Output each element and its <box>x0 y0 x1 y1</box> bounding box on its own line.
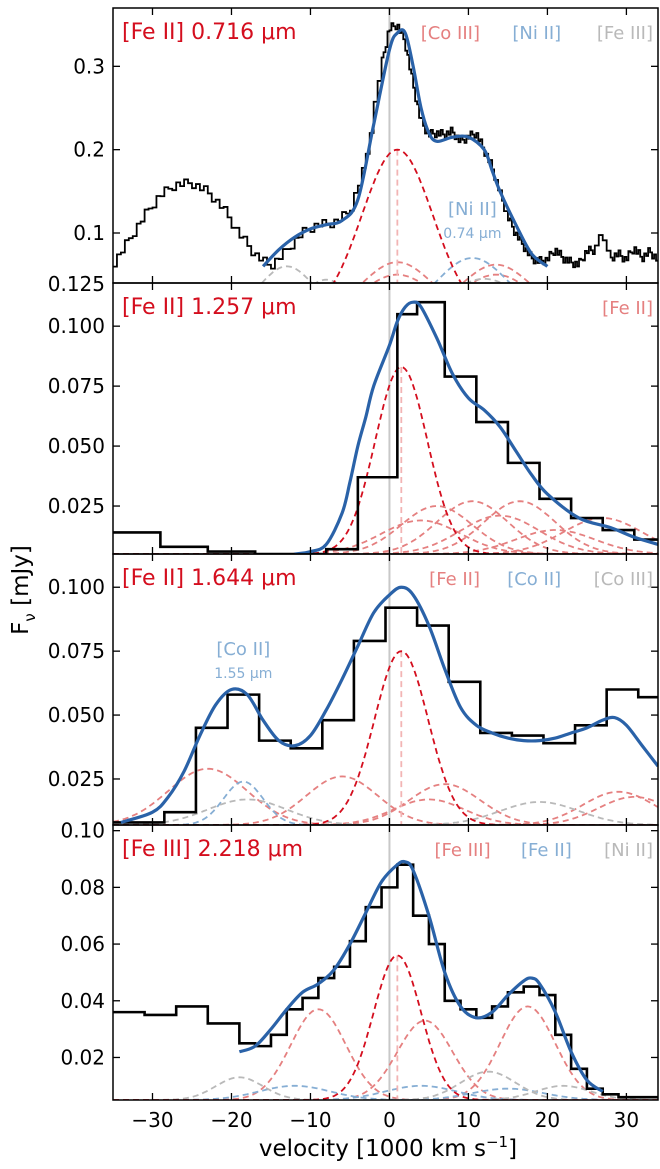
component-gaussian <box>113 500 658 554</box>
legend-entry: [Co II] <box>507 569 561 590</box>
line-annotation-wavelength: 0.74 μm <box>443 226 501 242</box>
legend-entry: [Fe II] <box>521 840 572 861</box>
panel-2-frame <box>112 282 659 555</box>
panel-4-plot <box>113 825 658 1100</box>
line-annotation: [Ni II] <box>448 199 497 220</box>
x-tick-label: 30 <box>614 1108 639 1132</box>
x-tick-label: −30 <box>131 1108 173 1132</box>
panel-title: [Fe III] 2.218 μm <box>122 837 303 862</box>
observed-spectrum <box>113 22 658 270</box>
y-tick-label: 0.10 <box>60 819 105 843</box>
panel-3-plot <box>113 554 658 825</box>
panel-title: [Fe II] 0.716 μm <box>122 20 297 45</box>
panel-title: [Fe II] 1.644 μm <box>122 566 297 591</box>
y-tick-label: 0.125 <box>48 272 105 296</box>
component-gaussian <box>113 780 658 825</box>
panel-2-plot <box>113 283 658 554</box>
main-line-gaussian <box>113 365 658 554</box>
component-gaussian <box>371 273 423 283</box>
y-tick-label: 0.02 <box>60 1045 105 1069</box>
legend-entry: [Fe II] <box>429 569 480 590</box>
y-tick-label: 0.050 <box>48 703 105 727</box>
component-gaussian <box>113 1076 658 1100</box>
y-tick-label: 0.06 <box>60 932 105 956</box>
x-tick-label: −20 <box>210 1108 252 1132</box>
component-gaussian <box>113 514 658 554</box>
legend-entry: [Fe III] <box>597 23 653 44</box>
component-gaussian <box>113 798 658 825</box>
main-line-gaussian <box>332 148 463 283</box>
main-line-gaussian <box>113 650 658 825</box>
legend-entry: [Ni II] <box>604 840 653 861</box>
x-axis-label: velocity [1000 km s−1] <box>259 1133 517 1162</box>
y-tick-label: 0.075 <box>48 374 105 398</box>
x-tick-label: 20 <box>535 1108 560 1132</box>
legend-entry: [Co III] <box>421 23 480 44</box>
y-tick-label: 0.100 <box>48 575 105 599</box>
component-gaussian <box>113 1084 658 1100</box>
component-gaussian <box>113 1087 658 1100</box>
component-gaussian <box>113 798 658 825</box>
model-fit-curve <box>238 859 604 1093</box>
y-tick-label: 0.100 <box>48 314 105 338</box>
y-tick-label: 0.08 <box>60 875 105 899</box>
x-tick-label: 0 <box>383 1108 396 1132</box>
y-tick-label: 0.050 <box>48 434 105 458</box>
model-fit-curve <box>294 300 658 554</box>
component-gaussian <box>113 500 658 554</box>
model-fit-curve <box>120 585 658 824</box>
component-gaussian <box>113 790 658 825</box>
component-gaussian <box>113 1008 658 1100</box>
component-gaussian <box>113 517 658 554</box>
y-axis-label: Fν [mJy] <box>8 545 39 635</box>
y-tick-label: 0.04 <box>60 989 105 1013</box>
line-annotation: [Co II] <box>216 639 270 660</box>
line-annotation-wavelength: 1.55 μm <box>214 666 272 682</box>
legend-entry: [Fe III] <box>434 840 490 861</box>
y-tick-label: 0.025 <box>48 494 105 518</box>
panel-4-frame <box>112 824 659 1101</box>
component-gaussian <box>113 1005 658 1100</box>
observed-spectrum <box>113 606 658 824</box>
component-gaussian <box>113 1019 658 1100</box>
component-gaussian <box>113 796 658 825</box>
y-tick-label: 0.1 <box>73 221 105 245</box>
main-line-gaussian <box>113 954 658 1100</box>
legend-entry: [Fe II] <box>602 298 653 319</box>
x-tick-label: 10 <box>456 1108 481 1132</box>
panel-1-plot <box>113 8 658 283</box>
legend-entry: [Co III] <box>594 569 653 590</box>
y-tick-label: 0.075 <box>48 639 105 663</box>
legend-entry: [Ni II] <box>512 23 561 44</box>
x-tick-label: −10 <box>289 1108 331 1132</box>
panel-title: [Fe II] 1.257 μm <box>122 295 297 320</box>
y-tick-label: 0.025 <box>48 767 105 791</box>
y-tick-label: 0.2 <box>73 138 105 162</box>
model-fit-curve <box>261 28 549 268</box>
component-gaussian <box>113 1084 658 1100</box>
component-gaussian <box>113 775 658 825</box>
y-tick-label: 0.3 <box>73 54 105 78</box>
